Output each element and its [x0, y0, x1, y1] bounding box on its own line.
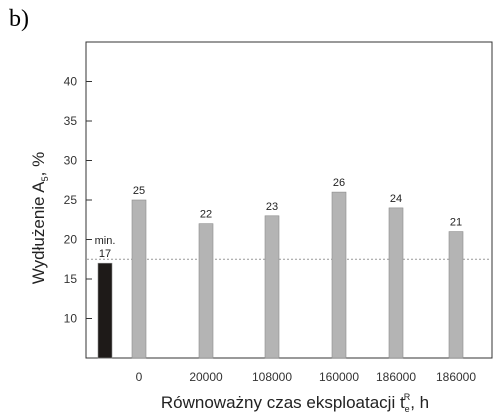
bar	[331, 191, 347, 359]
bar	[131, 199, 147, 359]
x-tick-label: 186000	[376, 370, 416, 384]
bar	[264, 215, 280, 359]
x-axis-ticks: 0 20000 108000 160000 186000 186000	[136, 370, 477, 384]
y-tick-label: 40	[64, 75, 78, 89]
x-tick-label: 186000	[436, 370, 476, 384]
bar-value-label: 22	[200, 209, 212, 221]
x-axis-title: Równoważny czas eksploatacji teR, h	[161, 392, 429, 414]
y-tick-label: 10	[64, 312, 78, 326]
y-axis-title-suffix: , %	[29, 152, 48, 177]
min-label: min.	[95, 235, 116, 247]
bar-value-label: 25	[133, 185, 145, 197]
y-axis-title: Wydłużenie A5, %	[29, 152, 50, 284]
bar-value-label: 26	[333, 177, 345, 189]
y-axis-ticks: 10 15 20 25 30 35 40	[64, 75, 92, 326]
bar	[448, 231, 464, 359]
x-axis-title-sub: e	[405, 404, 410, 414]
bar	[198, 223, 214, 359]
x-tick-label: 108000	[252, 370, 292, 384]
bar-value-label: 24	[390, 193, 402, 205]
panel-label: b)	[9, 6, 29, 32]
bar-value-label: 23	[266, 201, 278, 213]
y-tick-label: 30	[64, 154, 78, 168]
bar	[388, 207, 404, 359]
x-tick-label: 0	[136, 370, 143, 384]
y-tick-label: 15	[64, 272, 78, 286]
y-axis-title-main: Wydłużenie A	[29, 181, 48, 285]
y-axis-title-sub: 5	[40, 176, 50, 181]
x-axis-title-main: Równoważny czas eksploatacji t	[161, 393, 405, 412]
plot-frame	[85, 41, 493, 359]
bar-value-label: 17	[99, 248, 111, 260]
bar	[97, 262, 113, 359]
bar-value-label: 21	[450, 217, 462, 229]
y-tick-label: 35	[64, 114, 78, 128]
x-tick-label: 20000	[189, 370, 223, 384]
y-tick-label: 20	[64, 233, 78, 247]
x-axis-title-suffix: , h	[410, 393, 429, 412]
x-axis-title-sup: R	[404, 392, 411, 402]
y-tick-label: 25	[64, 193, 78, 207]
x-tick-label: 160000	[319, 370, 359, 384]
